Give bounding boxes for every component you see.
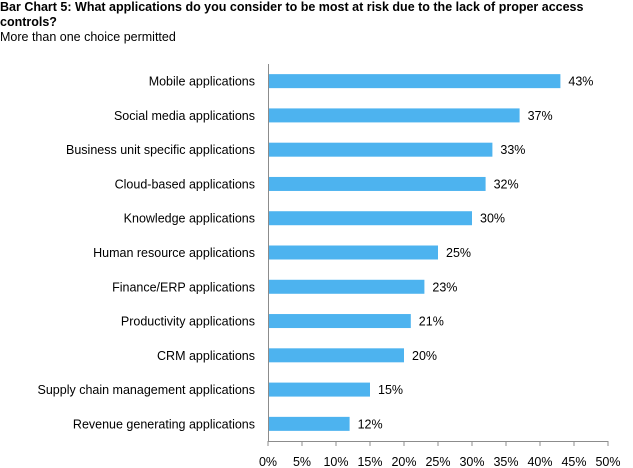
- category-label: Revenue generating applications: [73, 417, 255, 431]
- x-tick-label: 10%: [323, 455, 348, 468]
- bar: [268, 108, 520, 123]
- data-label: 23%: [432, 280, 457, 294]
- x-tick-label: 20%: [391, 455, 416, 468]
- category-label: CRM applications: [157, 349, 255, 363]
- category-label: Productivity applications: [121, 315, 255, 329]
- data-label: 21%: [419, 315, 444, 329]
- data-label: 30%: [480, 212, 505, 226]
- x-tick-label: 35%: [493, 455, 518, 468]
- data-label: 32%: [494, 177, 519, 191]
- category-label: Mobile applications: [149, 75, 255, 89]
- bar: [268, 74, 561, 89]
- chart-title: Bar Chart 5: What applications do you co…: [0, 0, 584, 29]
- bar: [268, 382, 370, 397]
- data-label: 15%: [378, 383, 403, 397]
- x-tick-label: 25%: [425, 455, 450, 468]
- bar: [268, 176, 486, 191]
- category-label: Human resource applications: [93, 246, 255, 260]
- category-label: Knowledge applications: [124, 212, 255, 226]
- x-axis-ticks: 0% 5% 10% 15% 20% 25% 30% 35% 40% 45% 50%: [259, 441, 621, 468]
- bar: [268, 348, 404, 363]
- category-label: Social media applications: [114, 109, 255, 123]
- x-tick-label: 0%: [259, 455, 277, 468]
- chart-subtitle: More than one choice permitted: [0, 30, 176, 44]
- category-label: Supply chain management applications: [38, 383, 256, 397]
- data-label: 12%: [358, 417, 383, 431]
- data-label: 20%: [412, 349, 437, 363]
- x-tick-label: 45%: [561, 455, 586, 468]
- data-label: 37%: [528, 109, 553, 123]
- bar: [268, 142, 493, 157]
- data-label: 25%: [446, 246, 471, 260]
- category-label: Cloud-based applications: [115, 177, 255, 191]
- bar: [268, 211, 472, 226]
- bar: [268, 416, 350, 431]
- x-tick-label: 40%: [527, 455, 552, 468]
- bar: [268, 314, 411, 329]
- bar: [268, 279, 425, 294]
- x-tick-label: 5%: [293, 455, 311, 468]
- x-tick-label: 50%: [595, 455, 620, 468]
- x-tick-label: 15%: [357, 455, 382, 468]
- category-label: Finance/ERP applications: [112, 280, 255, 294]
- bar: [268, 245, 438, 260]
- x-tick-label: 30%: [459, 455, 484, 468]
- data-label: 33%: [500, 143, 525, 157]
- category-label: Business unit specific applications: [66, 143, 255, 157]
- data-label: 43%: [568, 75, 593, 89]
- bars-layer: Mobile applications 43% Social media appli…: [38, 74, 593, 431]
